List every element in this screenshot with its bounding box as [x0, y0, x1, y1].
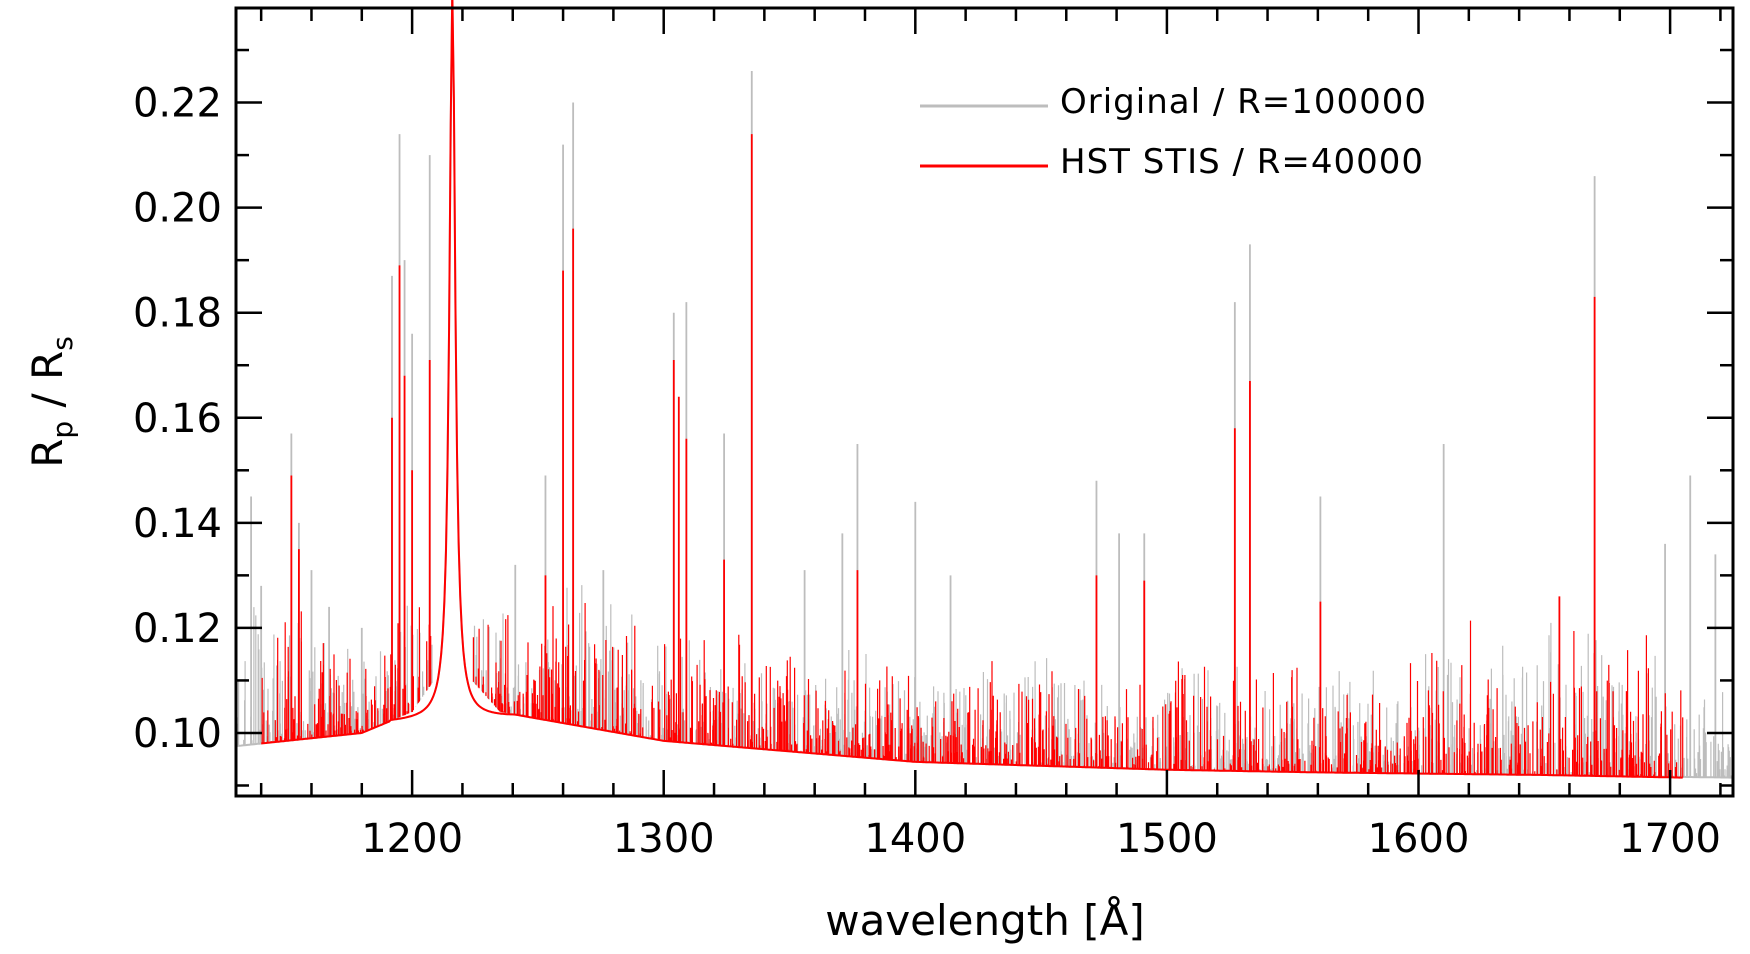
legend-label-stis: HST STIS / R=40000 [1060, 142, 1424, 182]
series-0 [235, 0, 1734, 779]
series-continuum-0 [235, 0, 1733, 779]
y-axis-title-slash: / [23, 380, 72, 421]
y-tick-label: 0.16 [133, 396, 222, 442]
x-tick-label: 1300 [613, 816, 715, 862]
y-tick-label: 0.18 [133, 291, 222, 337]
y-tick-label: 0.22 [133, 81, 222, 127]
y-axis-title-sub-p: p [46, 421, 79, 439]
legend: Original / R=100000 HST STIS / R=40000 [920, 82, 1427, 182]
y-tick-label: 0.10 [133, 711, 222, 757]
y-tick-label: 0.20 [133, 186, 222, 232]
y-axis-title-sub-s: s [46, 336, 79, 351]
series-layer [235, 0, 1734, 779]
y-tick-label: 0.14 [133, 501, 222, 547]
legend-label-original: Original / R=100000 [1060, 82, 1427, 122]
x-tick-label: 1200 [361, 816, 463, 862]
plot-frame [234, 6, 1735, 798]
x-tick-label: 1600 [1368, 816, 1470, 862]
y-tick-label: 0.12 [133, 606, 222, 652]
ticks-layer: 1200 1300 1400 1500 1600 1700 0.10 0.12 0.14 0.16… [133, 8, 1733, 862]
x-tick-label: 1700 [1619, 816, 1721, 862]
y-axis-title: Rp / Rs [23, 336, 79, 468]
x-tick-label: 1400 [864, 816, 966, 862]
y-axis-title-r2: R [23, 351, 72, 380]
y-axis-title-r: R [23, 439, 72, 468]
series-1 [261, 0, 1684, 779]
x-tick-label: 1500 [1116, 816, 1218, 862]
series-forest-1 [261, 603, 1684, 778]
x-axis-title: wavelength [Å] [825, 895, 1145, 945]
